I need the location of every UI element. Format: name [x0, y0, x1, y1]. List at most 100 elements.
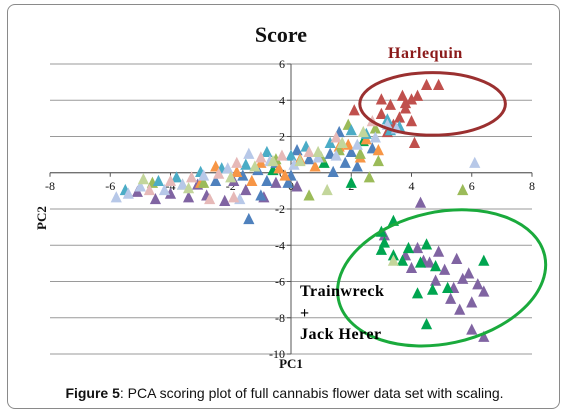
data-point [345, 124, 357, 136]
y-tick-label: 6 [279, 57, 285, 71]
data-point [309, 160, 321, 172]
y-tick-label: 2 [279, 130, 285, 144]
data-point [324, 136, 336, 148]
data-point [387, 254, 400, 266]
data-point [225, 171, 237, 183]
annotation-label: Trainwreck [300, 283, 384, 300]
data-point [393, 111, 406, 123]
data-point [454, 303, 466, 315]
data-point [363, 171, 375, 183]
data-point [143, 183, 156, 196]
data-point [285, 149, 297, 161]
data-point [321, 183, 333, 196]
data-point [303, 145, 315, 158]
data-point [411, 287, 424, 299]
figure-caption: Figure 5: PCA scoring plot of full canna… [0, 385, 569, 401]
cluster-ellipses [336, 71, 548, 348]
annotation-label: + [300, 305, 310, 322]
data-point [279, 169, 291, 181]
data-point [176, 178, 189, 190]
data-point [330, 131, 342, 143]
data-point [399, 96, 412, 109]
data-point [134, 180, 146, 192]
data-point [402, 241, 415, 254]
data-point [442, 281, 454, 293]
x-axis-label: PC1 [279, 356, 303, 371]
cluster-ellipse [336, 208, 548, 348]
data-point [152, 174, 165, 187]
y-axis-label: PC2 [34, 206, 49, 230]
data-point [445, 292, 457, 304]
data-point [273, 162, 285, 174]
data-point [137, 173, 149, 185]
caption-label: Figure 5 [65, 385, 120, 401]
data-points [110, 78, 490, 342]
data-point [357, 125, 369, 138]
x-tick-label: -8 [45, 179, 55, 193]
chart-labels: Score PC1 PC2 Harlequin Trainwreck + Jack Here… [34, 22, 462, 371]
data-point [414, 196, 427, 208]
data-point [408, 136, 421, 148]
data-point [405, 93, 418, 105]
data-point [231, 156, 243, 168]
data-point [339, 156, 351, 168]
data-point [372, 144, 384, 156]
data-point [457, 272, 469, 284]
data-point [426, 283, 439, 295]
data-point [345, 176, 357, 188]
data-point [122, 187, 134, 199]
data-point [243, 212, 255, 225]
data-point [469, 156, 481, 168]
data-point [246, 174, 258, 187]
data-point [291, 180, 303, 192]
data-point [204, 192, 216, 205]
data-point [243, 147, 255, 159]
data-point [330, 149, 342, 161]
data-point [170, 171, 183, 183]
data-point [369, 131, 381, 143]
data-point [312, 145, 324, 158]
data-point [372, 154, 384, 167]
data-point [420, 78, 433, 90]
data-point [478, 330, 490, 342]
cluster-ellipse [358, 71, 507, 137]
data-point [430, 260, 442, 272]
data-point [261, 145, 273, 158]
data-point [164, 174, 177, 187]
data-point [213, 167, 225, 179]
data-point [375, 93, 387, 105]
y-tick-label: 4 [279, 93, 285, 107]
data-point [463, 267, 475, 279]
data-point [345, 145, 357, 158]
data-point [472, 278, 484, 290]
data-point [164, 187, 177, 199]
data-point [414, 256, 427, 268]
annotation-label: Jack Herer [300, 326, 382, 343]
data-point [228, 191, 240, 203]
data-point [336, 136, 348, 148]
data-point [405, 115, 418, 127]
x-tick-label: -6 [105, 179, 115, 193]
data-point [240, 158, 252, 170]
y-tick-label: -6 [275, 275, 285, 289]
data-point [396, 254, 409, 266]
data-point [158, 183, 171, 196]
data-point [411, 89, 424, 101]
data-point [420, 318, 433, 330]
data-point [405, 261, 418, 274]
data-point [466, 296, 478, 308]
data-point [420, 238, 433, 250]
x-tick-label: 8 [529, 179, 535, 193]
y-tick-label: -4 [275, 238, 285, 252]
chart-title: Score [255, 22, 307, 47]
data-point [411, 241, 424, 254]
data-point [210, 174, 222, 187]
data-point [478, 254, 490, 266]
data-point [222, 162, 234, 174]
data-point [249, 160, 261, 172]
data-point [255, 189, 267, 201]
data-point [466, 323, 478, 335]
y-tick-label: -8 [275, 311, 285, 325]
data-point [198, 176, 210, 188]
